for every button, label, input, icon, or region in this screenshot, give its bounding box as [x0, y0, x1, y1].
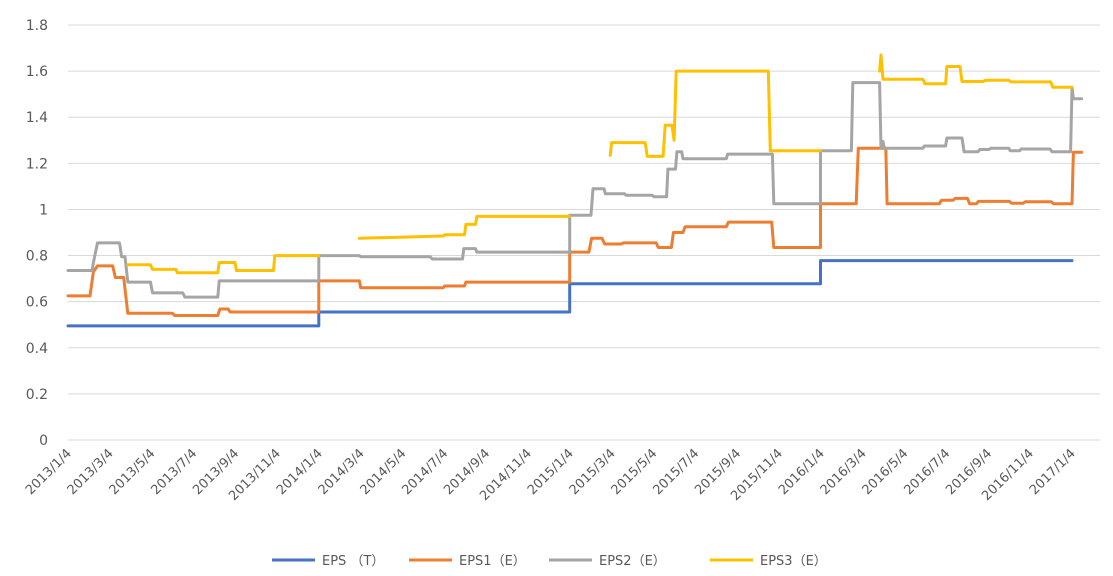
y-tick-label: 0: [39, 433, 48, 449]
gridlines: [68, 24, 1100, 441]
y-axis: 0 0.2 0.4 0.6 0.8 1 1.2 1.4 1.6 1.8: [26, 18, 48, 449]
legend: EPS （T） EPS1（E） EPS2（E） EPS3（E）: [272, 554, 827, 569]
y-tick-label: 1.6: [26, 64, 48, 80]
legend-label: EPS1（E）: [459, 554, 526, 569]
y-tick-label: 1: [39, 202, 48, 218]
legend-label: EPS3（E）: [760, 554, 827, 569]
series-line-4: [357, 214, 572, 240]
y-tick-label: 0.8: [26, 249, 48, 265]
series-line-1: [66, 259, 1074, 328]
y-tick-label: 0.2: [26, 387, 48, 403]
y-tick-label: 1.4: [26, 110, 48, 126]
series-line-3: [66, 81, 1084, 299]
series-line-4: [608, 69, 822, 158]
legend-label: EPS （T）: [322, 554, 384, 569]
series-line-4: [878, 53, 1074, 89]
series-lines: [66, 53, 1084, 328]
x-axis: 2013/1/42013/3/42013/5/42013/7/42013/9/4…: [23, 446, 1079, 504]
x-tick-label: 2017/1/4: [1027, 446, 1079, 498]
series-line-2: [66, 146, 1084, 317]
y-tick-label: 1.2: [26, 156, 48, 172]
series-line-4: [126, 254, 321, 275]
legend-label: EPS2（E）: [599, 554, 666, 569]
y-tick-label: 0.6: [26, 295, 48, 311]
y-tick-label: 0.4: [26, 341, 48, 357]
y-tick-label: 1.8: [26, 18, 48, 34]
